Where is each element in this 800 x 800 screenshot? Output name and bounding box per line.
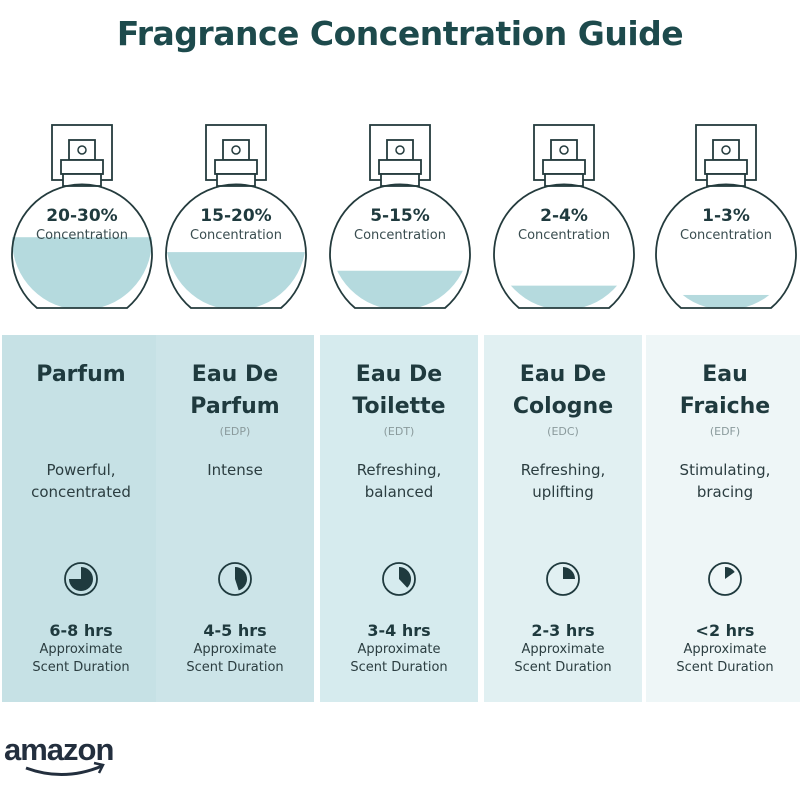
- fragrance-column: 20-30% Concentration Parfum Powerful, con…: [2, 118, 162, 702]
- desc-line-2: uplifting: [532, 483, 594, 501]
- clock-icon: [64, 562, 98, 596]
- duration-line-1: Approximate: [193, 642, 277, 657]
- amazon-logo: amazon: [4, 732, 154, 786]
- page-title: Fragrance Concentration Guide: [116, 14, 684, 53]
- fragrance-column: 2-4% Concentration Eau De Cologne (EDC) R…: [484, 118, 644, 702]
- concentration-text: Concentration: [518, 228, 610, 243]
- perfume-bottle-icon: [655, 124, 797, 310]
- desc-line-1: Powerful,: [46, 461, 116, 479]
- concentration-text: Concentration: [36, 228, 128, 243]
- duration-hours: 3-4 hrs: [367, 621, 431, 640]
- perfume-bottle-icon: [11, 124, 153, 310]
- fragrance-abbreviation: (EDF): [709, 425, 741, 438]
- duration-label: Approximate Scent Duration: [484, 641, 642, 677]
- name-line-1: Parfum: [36, 362, 126, 387]
- duration-line-1: Approximate: [357, 642, 441, 657]
- duration-line-2: Scent Duration: [186, 660, 284, 675]
- concentration-label: 5-15% Concentration: [320, 206, 480, 243]
- fragrance-column: 5-15% Concentration Eau De Toilette (EDT)…: [320, 118, 480, 702]
- name-line-1: Eau De: [519, 362, 607, 387]
- concentration-label: 1-3% Concentration: [646, 206, 800, 243]
- duration-line-1: Approximate: [521, 642, 605, 657]
- duration-line-2: Scent Duration: [350, 660, 448, 675]
- fragrance-column: 1-3% Concentration Eau Fraiche (EDF) Stim…: [646, 118, 800, 702]
- name-line-1: Eau De: [191, 362, 279, 387]
- fragrance-description: Stimulating, bracing: [646, 459, 800, 509]
- desc-line-2: bracing: [696, 483, 754, 501]
- desc-line-1: Refreshing,: [356, 461, 442, 479]
- liquid-level: [166, 252, 306, 308]
- fragrance-name: Eau De Toilette: [320, 359, 478, 423]
- duration-line-2: Scent Duration: [676, 660, 774, 675]
- name-line-2: Parfum: [190, 394, 280, 419]
- info-panel: Eau De Cologne (EDC) Refreshing, uplifting…: [484, 335, 642, 702]
- duration-line-1: Approximate: [39, 642, 123, 657]
- concentration-percent: 1-3%: [702, 206, 750, 226]
- duration-label: Approximate Scent Duration: [646, 641, 800, 677]
- info-panel: Eau De Toilette (EDT) Refreshing, balanced…: [320, 335, 478, 702]
- info-panel: Parfum Powerful, concentrated 6-8 hrs App…: [2, 335, 160, 702]
- fragrance-name: Eau De Parfum: [156, 359, 314, 423]
- concentration-label: 15-20% Concentration: [156, 206, 316, 243]
- fragrance-abbreviation: (EDT): [383, 425, 415, 438]
- concentration-percent: 15-20%: [200, 206, 272, 226]
- duration-label: Approximate Scent Duration: [320, 641, 478, 677]
- desc-line-1: Refreshing,: [520, 461, 606, 479]
- duration-line-1: Approximate: [683, 642, 767, 657]
- name-line-2: Cologne: [512, 394, 614, 419]
- fragrance-column: 15-20% Concentration Eau De Parfum (EDP) …: [156, 118, 316, 702]
- concentration-label: 2-4% Concentration: [484, 206, 644, 243]
- liquid-level: [330, 270, 470, 308]
- concentration-text: Concentration: [680, 228, 772, 243]
- concentration-text: Concentration: [354, 228, 446, 243]
- svg-text:amazon: amazon: [4, 732, 113, 767]
- duration-label: Approximate Scent Duration: [156, 641, 314, 677]
- fragrance-description: Intense: [156, 459, 314, 509]
- duration-hours: 4-5 hrs: [203, 621, 267, 640]
- desc-line-1: Intense: [207, 461, 263, 479]
- clock-icon: [218, 562, 252, 596]
- fragrance-description: Powerful, concentrated: [2, 459, 160, 509]
- info-panel: Eau Fraiche (EDF) Stimulating, bracing <2 …: [646, 335, 800, 702]
- concentration-percent: 20-30%: [46, 206, 118, 226]
- fragrance-name: Eau Fraiche: [646, 359, 800, 423]
- concentration-text: Concentration: [190, 228, 282, 243]
- name-line-1: Eau: [702, 362, 748, 387]
- fragrance-description: Refreshing, balanced: [320, 459, 478, 509]
- concentration-label: 20-30% Concentration: [2, 206, 162, 243]
- name-line-1: Eau De: [355, 362, 443, 387]
- duration-hours: 2-3 hrs: [531, 621, 595, 640]
- desc-line-2: balanced: [364, 483, 434, 501]
- fragrance-name: Parfum: [2, 359, 160, 423]
- duration-line-2: Scent Duration: [32, 660, 130, 675]
- fragrance-abbreviation: (EDP): [219, 425, 251, 438]
- clock-icon: [546, 562, 580, 596]
- desc-line-1: Stimulating,: [679, 461, 771, 479]
- perfume-bottle-icon: [493, 124, 635, 310]
- clock-icon: [708, 562, 742, 596]
- perfume-bottle-icon: [165, 124, 307, 310]
- name-line-2: Toilette: [352, 394, 446, 419]
- duration-hours: 6-8 hrs: [49, 621, 113, 640]
- name-line-2: Fraiche: [679, 394, 771, 419]
- fragrance-name: Eau De Cologne: [484, 359, 642, 423]
- fragrance-abbreviation: (EDC): [547, 425, 579, 438]
- duration-line-2: Scent Duration: [514, 660, 612, 675]
- perfume-bottle-icon: [329, 124, 471, 310]
- info-panel: Eau De Parfum (EDP) Intense 4-5 hrs Appro…: [156, 335, 314, 702]
- concentration-percent: 5-15%: [370, 206, 430, 226]
- duration-label: Approximate Scent Duration: [2, 641, 160, 677]
- fragrance-abbreviation: [2, 425, 160, 445]
- clock-icon: [382, 562, 416, 596]
- duration-hours: <2 hrs: [695, 621, 755, 640]
- fragrance-description: Refreshing, uplifting: [484, 459, 642, 509]
- desc-line-2: concentrated: [31, 483, 131, 501]
- concentration-percent: 2-4%: [540, 206, 588, 226]
